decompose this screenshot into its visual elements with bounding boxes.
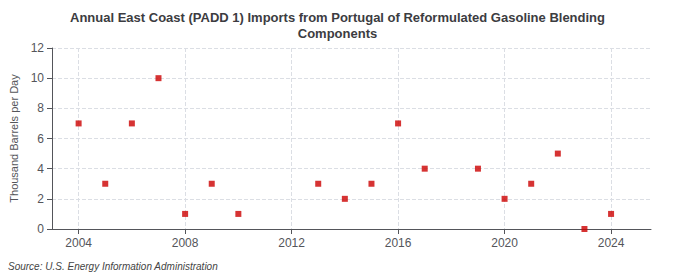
- svg-text:2024: 2024: [598, 236, 625, 250]
- svg-text:Components: Components: [298, 26, 377, 41]
- svg-text:4: 4: [37, 162, 44, 176]
- svg-text:2004: 2004: [65, 236, 92, 250]
- svg-text:2008: 2008: [172, 236, 199, 250]
- svg-text:2020: 2020: [491, 236, 518, 250]
- svg-text:Thousand Barrels per Day: Thousand Barrels per Day: [8, 74, 20, 203]
- svg-text:2012: 2012: [278, 236, 305, 250]
- svg-text:6: 6: [37, 132, 44, 146]
- svg-text:Annual East Coast (PADD 1) Imp: Annual East Coast (PADD 1) Imports from …: [70, 10, 605, 25]
- svg-text:2016: 2016: [385, 236, 412, 250]
- svg-text:0: 0: [37, 222, 44, 236]
- svg-text:8: 8: [37, 101, 44, 115]
- svg-text:Source: U.S. Energy Informatio: Source: U.S. Energy Information Administ…: [8, 261, 218, 272]
- svg-text:12: 12: [31, 41, 45, 55]
- svg-text:2: 2: [37, 192, 44, 206]
- svg-text:10: 10: [31, 71, 45, 85]
